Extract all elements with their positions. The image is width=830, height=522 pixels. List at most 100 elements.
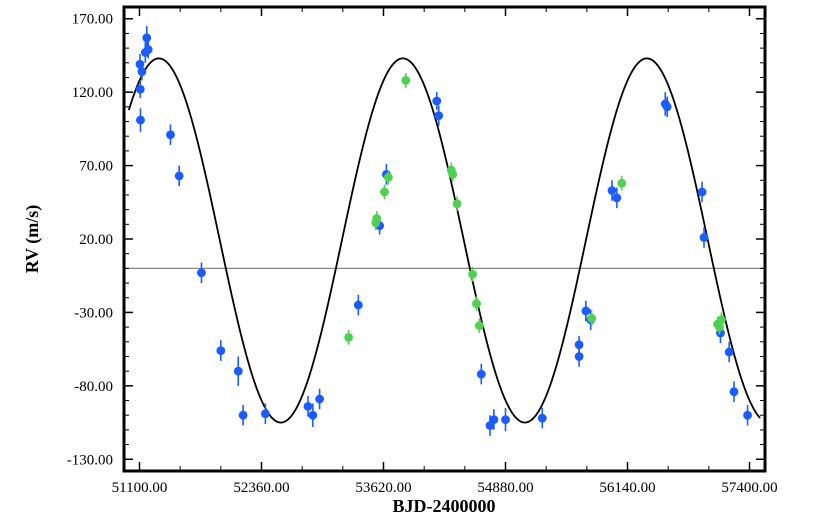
point-marker	[697, 187, 707, 197]
point-marker	[353, 300, 363, 310]
x-tick-label: 57400.00	[721, 480, 777, 496]
point-marker	[380, 187, 389, 197]
data-point	[260, 403, 270, 425]
point-marker	[717, 315, 726, 325]
model-fit-curve	[127, 57, 761, 424]
data-point	[587, 310, 597, 326]
data-point	[372, 211, 382, 226]
y-tick-label: 170.00	[72, 12, 113, 28]
data-point	[724, 341, 734, 363]
point-marker	[662, 102, 672, 112]
point-marker	[743, 410, 752, 420]
point-marker	[137, 67, 147, 77]
x-tick-label: 51100.00	[112, 480, 168, 496]
point-marker	[476, 369, 486, 379]
data-point	[472, 296, 481, 311]
point-marker	[448, 169, 458, 179]
data-point	[697, 181, 707, 203]
x-tick-label: 54880.00	[477, 480, 533, 496]
data-point	[743, 404, 752, 426]
point-marker	[142, 33, 152, 43]
point-marker	[166, 130, 175, 140]
data-point	[452, 196, 462, 212]
y-tick-label: -30.00	[74, 305, 113, 321]
data-point	[474, 318, 484, 333]
data-point	[537, 407, 547, 429]
point-marker	[233, 366, 243, 376]
data-point	[434, 105, 444, 126]
point-marker	[197, 268, 206, 278]
x-axis-title: BJD-2400000	[393, 496, 496, 516]
data-point	[136, 108, 145, 132]
data-point	[233, 356, 243, 386]
data-point	[699, 227, 709, 248]
data-point	[353, 294, 363, 316]
y-tick-label: -80.00	[74, 379, 113, 395]
point-marker	[729, 387, 739, 397]
x-tick-label: 53620.00	[355, 480, 411, 496]
point-marker	[135, 84, 145, 94]
data-point	[432, 92, 442, 110]
point-marker	[260, 409, 270, 419]
data-point	[489, 409, 499, 430]
data-point	[216, 340, 226, 361]
point-marker	[401, 76, 411, 85]
point-marker	[174, 171, 184, 181]
point-marker	[574, 352, 584, 361]
data-point	[315, 388, 324, 410]
point-marker	[468, 269, 477, 279]
data-point	[174, 165, 184, 187]
point-marker	[432, 96, 442, 106]
point-marker	[587, 313, 597, 323]
point-marker	[452, 199, 462, 209]
point-marker	[143, 45, 153, 54]
point-marker	[581, 306, 591, 316]
data-point	[135, 80, 145, 99]
data-point	[137, 62, 147, 81]
y-tick-label: 70.00	[79, 159, 113, 175]
data-point	[468, 266, 477, 282]
data-point	[238, 404, 248, 426]
data-point	[717, 312, 726, 328]
y-axis-title: RV (m/s)	[22, 205, 43, 274]
point-marker	[537, 413, 547, 423]
data-point	[344, 330, 354, 345]
data-point	[401, 73, 411, 88]
data-point	[607, 180, 617, 201]
data-point	[448, 167, 458, 182]
data-point	[166, 124, 175, 146]
point-marker	[715, 322, 724, 332]
data-point	[581, 300, 591, 322]
data-point	[617, 175, 627, 191]
data-point	[143, 40, 153, 59]
data-point	[729, 381, 739, 402]
data-point	[501, 407, 510, 432]
point-marker	[612, 193, 622, 203]
data-point	[476, 363, 486, 385]
point-marker	[699, 233, 709, 242]
point-marker	[489, 415, 499, 425]
point-marker	[434, 111, 444, 121]
data-point	[303, 396, 313, 417]
point-marker	[308, 410, 318, 420]
point-marker	[574, 340, 584, 350]
point-marker	[383, 172, 393, 182]
point-marker	[303, 401, 313, 411]
y-tick-label: -130.00	[67, 452, 113, 468]
point-marker	[136, 115, 145, 125]
data-point	[662, 96, 672, 118]
y-tick-label: 120.00	[72, 85, 113, 101]
point-marker	[617, 178, 627, 188]
data-point	[380, 184, 389, 200]
data-point	[383, 169, 393, 185]
x-tick-label: 56140.00	[599, 480, 655, 496]
point-marker	[607, 186, 617, 195]
point-marker	[724, 347, 734, 357]
point-marker	[474, 321, 484, 331]
point-marker	[501, 415, 510, 425]
point-marker	[216, 346, 226, 355]
point-marker	[238, 410, 248, 420]
point-marker	[315, 394, 324, 404]
point-marker	[372, 214, 382, 223]
